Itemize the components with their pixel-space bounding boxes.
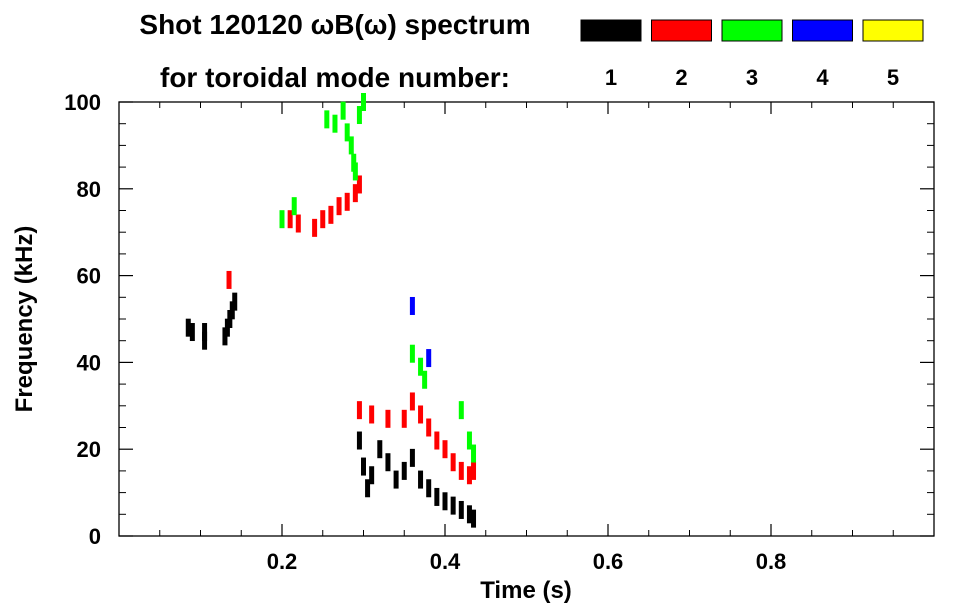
data-point-mode-1 [434, 487, 440, 506]
data-point-mode-2 [356, 401, 362, 420]
data-point-mode-2 [466, 466, 472, 485]
data-point-mode-1 [189, 323, 195, 342]
legend-label-1: 1 [605, 65, 617, 90]
legend-label-3: 3 [746, 65, 758, 90]
y-tick-label: 0 [89, 524, 101, 549]
data-point-mode-1 [232, 292, 238, 311]
data-point-mode-1 [369, 466, 375, 485]
data-point-mode-1 [361, 457, 366, 476]
data-point-mode-4 [426, 349, 432, 368]
data-point-mode-2 [426, 418, 432, 437]
data-point-mode-1 [202, 323, 208, 342]
data-point-mode-3 [344, 123, 350, 142]
data-point-mode-2 [226, 270, 232, 289]
data-point-mode-2 [336, 197, 342, 216]
legend-swatch-1 [580, 19, 642, 42]
data-point-mode-3 [471, 444, 477, 463]
data-point-mode-2 [344, 192, 350, 211]
y-tick-label: 80 [77, 177, 101, 202]
data-point-mode-3 [466, 431, 472, 450]
data-point-mode-3 [361, 93, 366, 111]
data-point-mode-2 [434, 431, 440, 450]
chart-title-line2: for toroidal mode number: [160, 62, 510, 93]
data-point-mode-2 [295, 214, 301, 233]
data-point-mode-4 [409, 296, 415, 315]
data-point-mode-1 [466, 505, 472, 524]
data-point-mode-3 [340, 101, 346, 120]
legend-swatch-2 [651, 19, 712, 42]
data-point-mode-1 [471, 509, 477, 528]
data-point-mode-1 [385, 453, 391, 472]
axis-ticks: 0.2 0.4 0.6 0.8 0 20 40 60 80 100 [64, 90, 934, 574]
y-axis-label: Frequency (kHz) [11, 226, 38, 413]
data-point-mode-1 [442, 492, 448, 511]
x-tick-label: 0.4 [430, 549, 461, 574]
legend-label-5: 5 [887, 65, 899, 90]
data-point-mode-3 [332, 114, 338, 133]
data-point-mode-3 [291, 197, 297, 216]
data-point-mode-3 [348, 136, 354, 155]
data-point-mode-1 [377, 440, 383, 459]
x-tick-label: 0.6 [593, 549, 624, 574]
y-tick-label: 100 [64, 90, 101, 115]
data-point-mode-2 [418, 405, 424, 424]
y-tick-label: 40 [77, 350, 101, 375]
x-tick-label: 0.2 [267, 549, 298, 574]
data-point-mode-1 [185, 318, 191, 337]
legend-swatch-5 [862, 19, 924, 42]
chart-title-line1: Shot 120120 ωB(ω) spectrum [139, 9, 530, 40]
plot-frame [118, 101, 935, 537]
data-point-mode-3 [458, 401, 464, 420]
data-point-mode-3 [409, 344, 415, 363]
data-point-mode-3 [279, 210, 285, 229]
legend-label-4: 4 [816, 65, 829, 90]
data-point-mode-2 [328, 205, 334, 224]
legend-label-2: 2 [675, 65, 687, 90]
data-point-mode-1 [393, 470, 399, 489]
data-point-mode-2 [442, 440, 448, 459]
data-point-mode-1 [401, 461, 407, 480]
data-point-mode-2 [385, 409, 391, 428]
data-point-mode-1 [450, 496, 456, 515]
data-point-mode-2 [458, 461, 464, 480]
legend-swatch-3 [721, 19, 783, 42]
data-point-mode-1 [426, 479, 432, 498]
data-point-mode-2 [409, 392, 415, 411]
data-point-mode-2 [450, 453, 456, 472]
legend-swatch-4 [792, 19, 853, 42]
data-point-mode-2 [356, 175, 362, 194]
y-tick-label: 60 [77, 264, 101, 289]
data-point-mode-2 [369, 405, 375, 424]
data-point-mode-3 [422, 370, 428, 389]
plot-data [185, 93, 477, 528]
data-point-mode-2 [287, 210, 293, 229]
data-point-mode-1 [365, 479, 371, 498]
y-tick-label: 20 [77, 437, 101, 462]
data-point-mode-2 [471, 461, 477, 480]
x-axis-label: Time (s) [480, 577, 572, 604]
data-point-mode-2 [320, 210, 326, 229]
data-point-mode-3 [324, 110, 330, 129]
data-point-mode-3 [352, 162, 358, 181]
data-point-mode-2 [312, 218, 318, 237]
data-point-mode-2 [352, 184, 358, 203]
data-point-mode-1 [458, 500, 464, 519]
legend: 1 2 3 4 5 [580, 19, 924, 90]
x-tick-label: 0.8 [756, 549, 787, 574]
data-point-mode-2 [401, 409, 407, 428]
data-point-mode-3 [418, 357, 424, 376]
data-point-mode-1 [409, 448, 415, 467]
data-point-mode-3 [356, 106, 362, 125]
data-point-mode-1 [356, 431, 362, 450]
data-point-mode-1 [418, 470, 424, 489]
